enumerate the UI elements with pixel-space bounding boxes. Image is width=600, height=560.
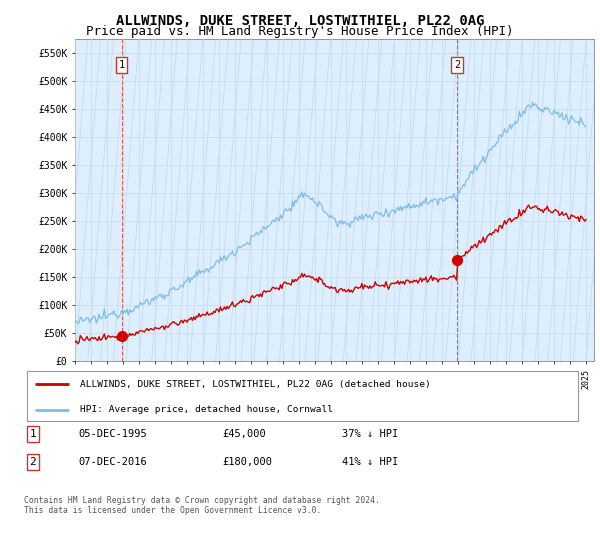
- FancyBboxPatch shape: [27, 371, 578, 421]
- Text: 1: 1: [29, 429, 37, 439]
- Text: ALLWINDS, DUKE STREET, LOSTWITHIEL, PL22 0AG: ALLWINDS, DUKE STREET, LOSTWITHIEL, PL22…: [116, 14, 484, 28]
- Text: £45,000: £45,000: [222, 429, 266, 439]
- Text: £180,000: £180,000: [222, 457, 272, 467]
- Text: 2: 2: [454, 60, 460, 70]
- Text: 07-DEC-2016: 07-DEC-2016: [78, 457, 147, 467]
- Text: 1: 1: [119, 60, 125, 70]
- Text: 37% ↓ HPI: 37% ↓ HPI: [342, 429, 398, 439]
- Text: Contains HM Land Registry data © Crown copyright and database right 2024.
This d: Contains HM Land Registry data © Crown c…: [24, 496, 380, 515]
- Text: HPI: Average price, detached house, Cornwall: HPI: Average price, detached house, Corn…: [80, 405, 333, 414]
- Text: 41% ↓ HPI: 41% ↓ HPI: [342, 457, 398, 467]
- Text: 2: 2: [29, 457, 37, 467]
- Text: Price paid vs. HM Land Registry's House Price Index (HPI): Price paid vs. HM Land Registry's House …: [86, 25, 514, 38]
- Text: ALLWINDS, DUKE STREET, LOSTWITHIEL, PL22 0AG (detached house): ALLWINDS, DUKE STREET, LOSTWITHIEL, PL22…: [80, 380, 431, 389]
- Text: 05-DEC-1995: 05-DEC-1995: [78, 429, 147, 439]
